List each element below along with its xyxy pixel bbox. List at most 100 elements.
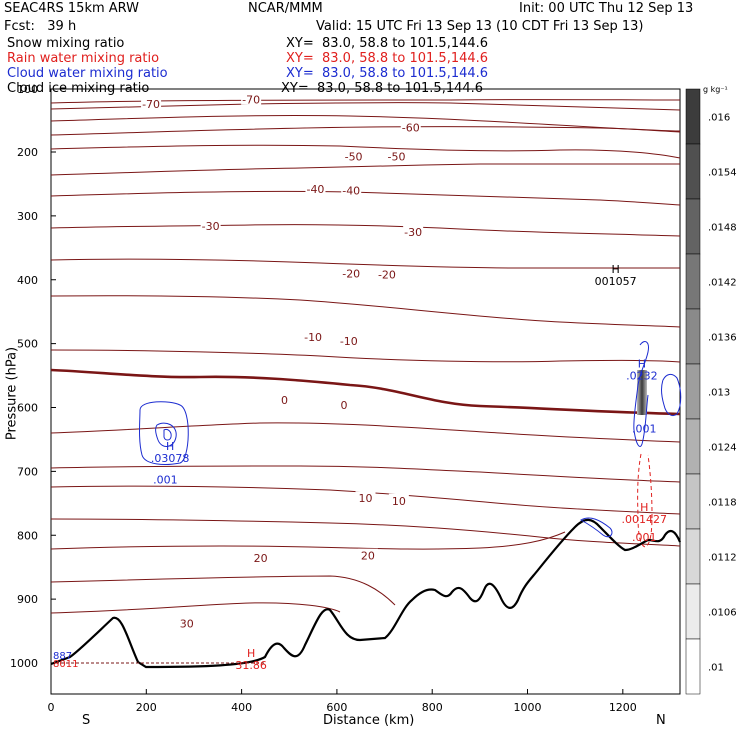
extremum-value: 31.86 [235, 659, 267, 672]
rain-water-label: .001 [632, 531, 657, 544]
colorbar-swatch [685, 583, 701, 640]
cloud-water-label: .001 [632, 423, 657, 436]
init-time: Init: 00 UTC Thu 12 Sep 13 [519, 1, 694, 16]
extremum-marker: H [640, 501, 648, 514]
field-label-cloud-water: Cloud water mixing ratio [7, 66, 168, 81]
x-tick-label: 800 [422, 701, 443, 714]
cloud-ice-shading [637, 370, 647, 415]
field-label-rain: Rain water mixing ratio [7, 51, 160, 66]
colorbar-level-label: .0136 [708, 333, 737, 344]
y-tick-label: 900 [17, 593, 38, 606]
contour-label-bg [305, 182, 326, 195]
contour-labels: -70 -70 -60 -50 -50 -40 -40 -30 -30 -20 -20 -10 -10 0… [53, 92, 668, 672]
extremum-marker: H [166, 440, 174, 453]
end-label-right: N [656, 713, 666, 728]
rain-water-contours [637, 453, 653, 548]
field-xy-cloud-water: XY= 83.0, 58.8 to 101.5,144.6 [286, 66, 489, 81]
freezing-level-contour [50, 368, 681, 416]
extremum-value: 001057 [595, 275, 637, 288]
x-tick-label: 200 [136, 701, 157, 714]
colorbar-level-label: .0142 [708, 278, 737, 289]
contour-label-bg [357, 548, 378, 561]
temperature-contour-label: -20 [342, 267, 360, 280]
field-xy-snow: XY= 83.0, 58.8 to 101.5,144.6 [286, 36, 489, 51]
contour-label-bg [376, 267, 397, 280]
contour-label-bg [141, 97, 162, 110]
colorbar-swatch [685, 473, 701, 530]
extremum-value: .0232 [626, 369, 658, 382]
colorbar-unit: g kg⁻¹ [703, 85, 728, 94]
y-tick-label: 600 [17, 402, 38, 415]
cloud-water-contours [139, 341, 682, 538]
contour-label-bg [403, 224, 424, 237]
temperature-contour-label: -40 [306, 183, 324, 196]
temperature-contour-label: -10 [304, 331, 322, 344]
y-axis-title: Pressure (hPa) [4, 346, 20, 441]
x-tick-label: 600 [326, 701, 347, 714]
contour-label-bg [386, 149, 407, 162]
temperature-contour-label: -30 [404, 226, 422, 239]
y-tick-label: 400 [17, 274, 38, 287]
colorbar-swatch [685, 638, 701, 695]
colorbar-level-label: .0106 [708, 608, 737, 619]
contour-label-bg [241, 92, 262, 105]
forecast-hour: Fcst: 39 h [4, 19, 77, 34]
temperature-contour-label: 30 [180, 617, 194, 630]
terrain-line [50, 518, 682, 669]
corner-label: 8011 [53, 659, 78, 670]
temperature-contour-label: -30 [202, 220, 220, 233]
contour-label-bg [388, 493, 409, 506]
colorbar-level-label: .0118 [708, 498, 737, 509]
y-tick-label: 200 [17, 146, 38, 159]
valid-time: Valid: 15 UTC Fri 13 Sep 13 (10 CDT Fri … [316, 19, 644, 34]
model-title: SEAC4RS 15km ARW [4, 1, 140, 16]
contour-label-bg [274, 392, 295, 405]
contour-label-bg [400, 120, 421, 133]
contour-label-bg [355, 491, 376, 504]
colorbar-swatch [685, 418, 701, 475]
temperature-contour-label: -20 [378, 269, 396, 282]
y-tick-label: 300 [17, 210, 38, 223]
temperature-contour-label: -10 [340, 335, 358, 348]
temperature-contour-label: -40 [342, 184, 360, 197]
colorbar-level-label: .0154 [708, 168, 737, 179]
y-tick-label: 500 [17, 338, 38, 351]
axes: 0 200 400 600 800 1000 12002003004005006007008… [10, 83, 637, 714]
cloud-water-label: .001 [153, 474, 178, 487]
plot-frame [50, 88, 681, 695]
contour-label-bg [341, 266, 362, 279]
extremum-value: .001427 [622, 513, 668, 526]
y-tick-label: 100 [17, 83, 38, 96]
contour-label-bg [303, 330, 324, 343]
contour-label-bg [343, 149, 364, 162]
colorbar-level-label: .013 [708, 388, 730, 399]
contour-label-bg [250, 551, 271, 564]
colorbar-swatch [685, 363, 701, 420]
extremum-marker: H [638, 357, 646, 370]
x-axis-title: Distance (km) [323, 713, 415, 728]
extremum-value: .03078 [151, 452, 190, 465]
colorbar-swatch [685, 88, 701, 145]
temperature-contour-label: -70 [242, 94, 260, 107]
contour-label-bg [200, 219, 221, 232]
contour-label-bg [334, 397, 355, 410]
colorbar-level-label: .0148 [708, 223, 737, 234]
colorbar-level-label: .0124 [708, 443, 737, 454]
x-tick-label: 0 [48, 701, 55, 714]
end-label-left: S [82, 713, 91, 728]
colorbar-swatch [685, 308, 701, 365]
contour-label-bg [176, 616, 197, 629]
temperature-contour-label: -50 [387, 150, 405, 163]
temperature-contour-label: -50 [345, 150, 363, 163]
colorbar-swatch [685, 198, 701, 255]
contour-label-bg [338, 334, 359, 347]
field-label-snow: Snow mixing ratio [7, 36, 125, 51]
colorbar-level-label: .016 [708, 113, 730, 124]
x-tick-label: 1000 [514, 701, 542, 714]
extremum-marker: H [612, 263, 620, 276]
center-label: NCAR/MMM [248, 1, 323, 16]
colorbar-swatch [685, 143, 701, 200]
temperature-contour-label: 20 [361, 550, 375, 563]
temperature-contour-label: 20 [254, 552, 268, 565]
temperature-contour-label: 10 [359, 492, 373, 505]
